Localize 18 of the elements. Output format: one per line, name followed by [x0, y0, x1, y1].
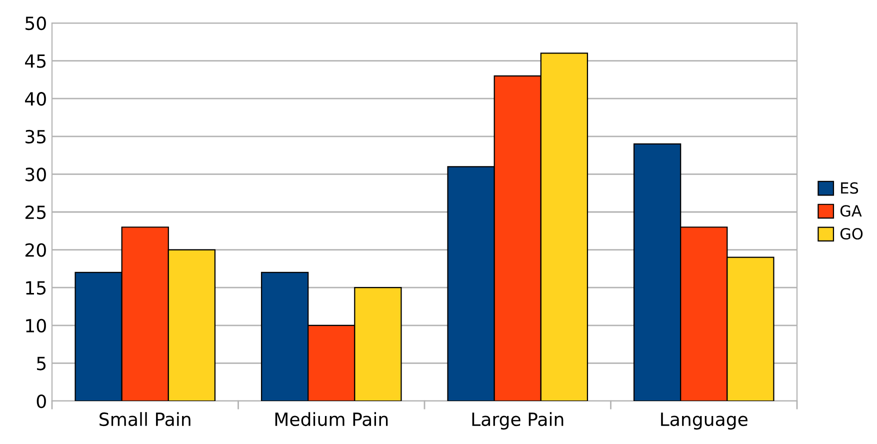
legend-label: GO: [840, 228, 863, 240]
x-tick-label: Small Pain: [100, 412, 190, 426]
y-tick-label: 45: [25, 54, 46, 68]
x-tick-label: Language: [661, 412, 748, 430]
y-tick-label: 25: [25, 205, 46, 220]
y-tick-label: 10: [26, 318, 46, 333]
x-tick-label: Large Pain: [472, 412, 564, 430]
legend-label: ES: [841, 182, 858, 194]
y-tick-label: 5: [37, 356, 46, 370]
y-tick-label: 40: [25, 92, 46, 106]
y-tick-label: 15: [26, 281, 46, 295]
y-tick-label: 50: [26, 16, 46, 30]
legend-label: GA: [840, 205, 862, 217]
x-tick-label: Medium Pain: [275, 412, 388, 426]
y-tick-label: 35: [26, 130, 46, 144]
y-tick-label: 30: [26, 168, 46, 182]
y-tick-label: 20: [25, 243, 46, 257]
y-tick-label: 0: [36, 394, 46, 408]
